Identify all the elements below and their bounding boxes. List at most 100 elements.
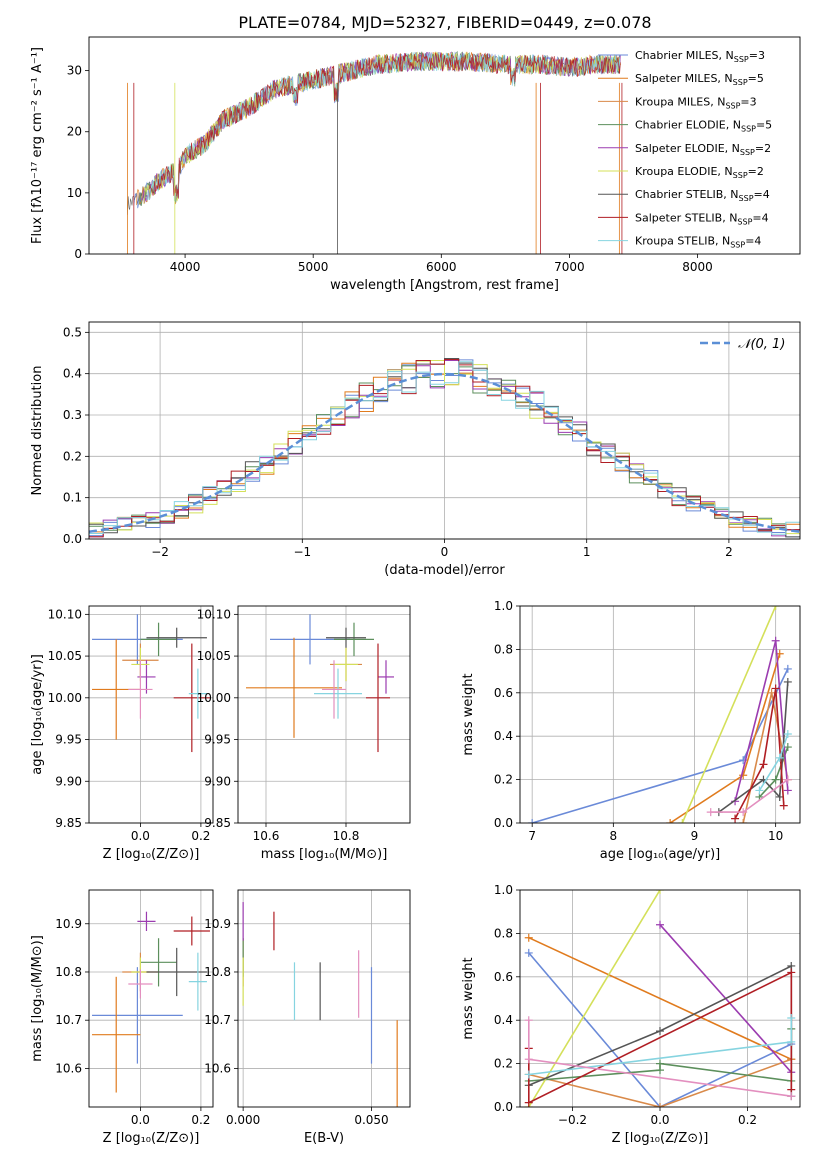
y-tick-label: 0.4 [494,1013,513,1027]
y-tick-label: 9.85 [204,816,231,830]
weight-marker [528,819,537,823]
y-tick-label: 10.10 [197,607,231,621]
plot-area [92,911,210,1093]
weight-marker [783,730,792,739]
x-axis-label: mass [log₁₀(M/M⊙)] [261,847,388,862]
weight-marker [779,801,788,810]
x-tick-label: 0.0 [131,1113,150,1127]
y-tick-label: 10.6 [204,1061,231,1075]
weight-marker [739,819,748,823]
weight-marker [771,684,780,693]
weight-line [681,606,777,823]
y-axis-label: mass [log₁₀(M/M⊙)] [30,935,45,1062]
x-tick-label: −0.2 [558,1113,587,1127]
y-tick-label: 9.90 [204,774,231,788]
weight-marker [771,636,780,645]
x-axis-label: E(B-V) [304,1131,344,1146]
y-axis-label: Normed distribution [30,366,45,496]
weight-line [528,952,792,1107]
weight-marker [787,1014,796,1023]
y-tick-label: 0.6 [494,970,513,984]
axes-frame [519,605,801,824]
x-axis-label: Z [log₁₀(Z/Z⊙)] [103,1131,200,1146]
x-tick-label: 0.2 [191,829,210,843]
y-tick-label: 10.05 [48,649,82,663]
y-tick-label: 10.10 [48,607,82,621]
y-tick-label: 10.7 [55,1013,82,1027]
x-tick-label: 0.050 [354,1113,388,1127]
legend-label: Kroupa MILES, NSSP=3 [635,95,757,110]
axes-frame [88,889,214,1108]
x-tick-label: 0.0 [650,1113,669,1127]
weight-marker [759,760,768,769]
chart-spectrum: 4000 5000 6000 7000 8000 0 10 20 30 wavelength [A… [30,36,801,293]
axes-frame [237,889,411,1108]
plot-area [524,890,796,1107]
y-tick-label: 0 [74,247,82,261]
y-tick-label: 0.0 [63,532,82,546]
y-tick-label: 30 [67,64,82,78]
y-tick-label: 10.8 [55,965,82,979]
y-tick-label: 0.1 [63,491,82,505]
x-tick-label: 8 [610,829,618,843]
legend-label: Kroupa ELODIE, NSSP=2 [635,165,764,180]
weight-marker [783,743,792,752]
weight-marker [524,1055,533,1064]
legend-label: Chabrier ELODIE, NSSP=5 [635,119,772,134]
x-tick-label: 8000 [682,260,713,274]
chart-age-vs-mass: 10.6 10.8 9.85 9.90 9.95 10.00 10.05 10.10 mass … [197,605,411,862]
spectrum-line [127,51,621,215]
chart-mass-vs-ebv: 0.000 0.050 10.6 10.7 10.8 10.9 E(B-V) [204,889,411,1146]
weight-marker [787,1037,796,1046]
weight-marker [656,1103,664,1107]
plot-area [127,50,623,254]
weight-line [734,688,785,820]
spectrum-line [148,52,621,199]
x-tick-label: −2 [151,545,169,559]
x-axis-label: Z [log₁₀(Z/Z⊙)] [103,847,200,862]
spectrum-line [138,50,621,206]
y-tick-label: 10.9 [204,917,231,931]
weight-marker [787,1092,796,1101]
weight-marker [731,814,740,823]
y-tick-label: 10.9 [55,917,82,931]
x-axis-label: Z [log₁₀(Z/Z⊙)] [612,1131,709,1146]
weight-marker [783,677,792,686]
plot-area [246,614,394,753]
axes-frame [88,321,801,540]
y-tick-label: 0.8 [494,926,513,940]
weight-marker [656,890,664,894]
y-tick-label: 0.2 [63,449,82,463]
y-tick-label: 1.0 [494,599,513,613]
y-axis-label: mass weight [461,673,476,755]
y-tick-label: 10.6 [55,1061,82,1075]
x-tick-label: 7000 [554,260,585,274]
y-tick-label: 10.00 [197,691,231,705]
x-tick-label: 9 [691,829,699,843]
weight-line [528,890,661,1107]
weight-marker [524,1070,533,1079]
plot-area [242,902,398,1107]
weight-marker [524,948,533,957]
plot-area [528,606,792,823]
weight-marker [678,819,687,823]
chart-residuals: −2 −1 0 1 2 0.0 0.1 0.2 0.3 0.4 0.5 (data-model)/er… [30,321,801,578]
legend-label: Kroupa STELIB, NSSP=4 [635,235,761,250]
y-tick-label: 0.3 [63,408,82,422]
x-tick-label: 0.2 [738,1113,757,1127]
y-tick-label: 10.8 [204,965,231,979]
x-tick-label: 4000 [170,260,201,274]
x-axis-label: (data-model)/error [384,563,505,578]
weight-marker [755,786,764,795]
y-axis-label: mass weight [461,957,476,1039]
x-tick-label: 7 [528,829,536,843]
y-tick-label: 0.6 [494,686,513,700]
x-tick-label: 5000 [298,260,329,274]
figure-title: PLATE=0784, MJD=52327, FIBERID=0449, z=0… [238,13,651,32]
y-tick-label: 1.0 [494,883,513,897]
weight-marker [524,1098,533,1107]
plot-area [89,358,800,538]
chart-mass-vs-z: 0.0 0.2 10.6 10.7 10.8 10.9 Z [log₁₀(Z/Z⊙)] mas… [30,889,214,1146]
